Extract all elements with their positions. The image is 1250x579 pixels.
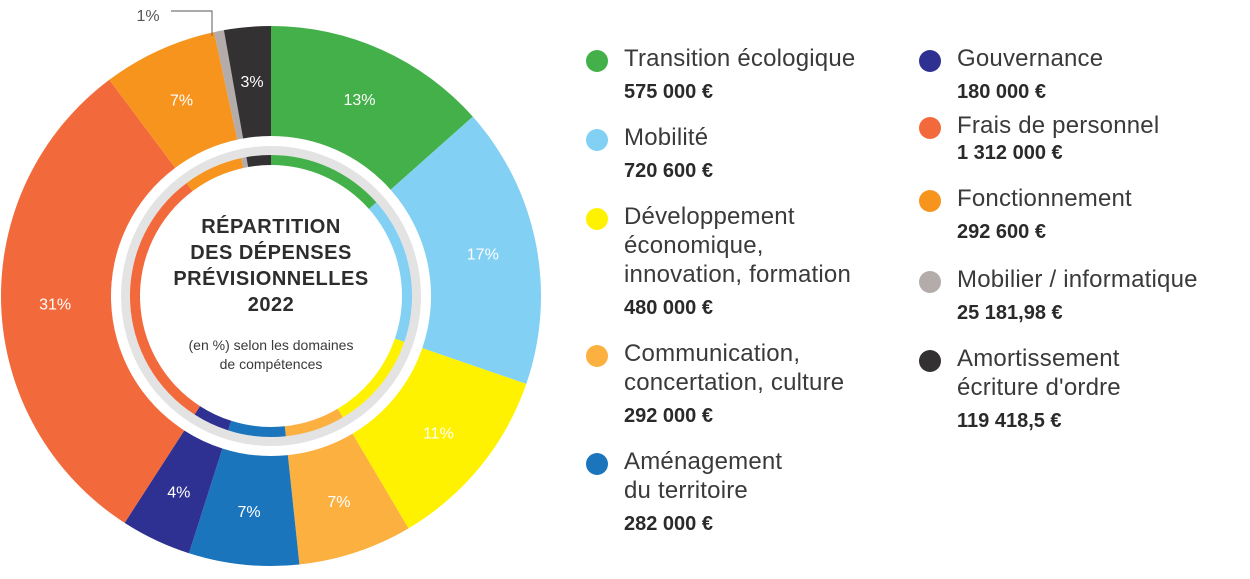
legend-swatch — [919, 350, 941, 372]
legend-item-mobilier-informatique: Mobilier / informatique 25 181,98 € — [919, 265, 1198, 326]
outer-ring — [1, 26, 541, 566]
legend-swatch — [586, 453, 608, 475]
slice-developpement-economique-innovation-formation — [352, 348, 527, 529]
legend-item-mobilite: Mobilité 720 600 € — [586, 123, 855, 184]
legend-swatch — [919, 117, 941, 139]
legend-label: Transition écologique — [624, 45, 856, 72]
legend-value: 180 000 € — [957, 81, 1046, 103]
inner-slice-gouvernance — [194, 406, 232, 431]
center-disc — [141, 166, 401, 426]
legend-swatch — [586, 345, 608, 367]
slice-amortissement-ecriture-d-ordre — [223, 26, 271, 139]
legend-item-communication-concertation-culture: Communication, concertation, culture 292 … — [586, 339, 855, 429]
legend-swatch — [919, 50, 941, 72]
pct-label-amortissement-ecriture-d-ordre: 3% — [241, 74, 264, 91]
legend-item-frais-de-personnel: Frais de personnel 1 312 000 € — [919, 111, 1198, 166]
legend-swatch — [586, 129, 608, 151]
slice-frais-de-personnel — [1, 79, 185, 523]
inner-slice-developpement-economique-innovation-formation — [337, 338, 405, 418]
inner-slice-amortissement-ecriture-d-ordre — [246, 155, 271, 168]
legend-value: 119 418,5 € — [957, 410, 1062, 432]
inner-ring — [130, 155, 412, 437]
grey-separator-ring — [121, 146, 421, 446]
legend-label: Communication, concertation, culture — [624, 340, 845, 396]
slice-fonctionnement — [109, 32, 238, 168]
donut-chart: 13% 17% 11% 7% 7% 4% 31% 7% 1% 3% — [1, 8, 541, 566]
pct-label-mobilite: 17% — [467, 247, 499, 264]
legend-label: Frais de personnel — [957, 112, 1160, 139]
legend-label: Mobilier / informatique — [957, 266, 1198, 293]
inner-slice-fonctionnement — [186, 158, 244, 192]
legend-swatch — [586, 50, 608, 72]
pct-label-fonctionnement: 7% — [170, 92, 193, 109]
legend-item-amortissement-ecriture-d-ordre: Amortissement écriture d'ordre 119 418,5 … — [919, 344, 1198, 434]
pct-label-frais-de-personnel: 31% — [39, 296, 71, 313]
legend-item-fonctionnement: Fonctionnement 292 600 € — [919, 184, 1198, 245]
inner-slice-transition-ecologique — [271, 155, 377, 209]
legend-swatch — [586, 208, 608, 230]
slice-mobilite — [390, 116, 541, 384]
chart-subtitle: (en %) selon les domaines de compétences — [188, 337, 354, 372]
slice-gouvernance — [124, 430, 223, 554]
slice-transition-ecologique — [271, 26, 473, 190]
legend-label: Développement économique, innovation, fo… — [624, 203, 851, 288]
pct-label-amenagement-du-territoire: 7% — [238, 504, 261, 521]
slice-mobilier-informatique — [214, 30, 244, 140]
legend-value: 720 600 € — [624, 160, 713, 182]
percent-labels: 13% 17% 11% 7% 7% 4% 31% 7% 1% 3% — [39, 8, 499, 521]
legend-item-developpement-economique-innovation-formation: Développement économique, innovation, fo… — [586, 202, 855, 321]
legend-label: Gouvernance — [957, 45, 1104, 72]
legend-value: 1 312 000 € — [957, 142, 1063, 164]
legend-swatch — [919, 271, 941, 293]
inner-slice-communication-concertation-culture — [284, 408, 343, 437]
pct-label-developpement-economique-innovation-formation: 11% — [423, 426, 454, 443]
slice-communication-concertation-culture — [287, 433, 409, 565]
pct-label-transition-ecologique: 13% — [343, 92, 375, 109]
legend-label: Mobilité — [624, 124, 709, 151]
legend-value: 575 000 € — [624, 81, 713, 103]
pct-label-mobilier-informatique: 1% — [136, 8, 159, 25]
pct-label-communication-concertation-culture: 7% — [327, 494, 350, 511]
inner-slice-mobilier-informatique — [241, 157, 249, 168]
legend-value: 292 600 € — [957, 221, 1046, 243]
inner-slice-mobilite — [368, 202, 412, 342]
legend-label: Amortissement écriture d'ordre — [957, 345, 1121, 401]
chart-title: RÉPARTITION DES DÉPENSES PRÉVISIONNELLES… — [173, 216, 369, 316]
legend-item-transition-ecologique: Transition écologique 575 000 € — [586, 44, 855, 105]
legend-column-1: Transition écologique 575 000 € Mobilité 72… — [586, 44, 855, 537]
legend-value: 480 000 € — [624, 297, 713, 319]
legend-column-2: Gouvernance 180 000 € Frais de personnel 1 … — [919, 44, 1198, 434]
legend-label: Fonctionnement — [957, 185, 1132, 212]
legend-value: 292 000 € — [624, 405, 713, 427]
inner-slice-amenagement-du-territoire — [228, 420, 286, 437]
pct-label-gouvernance: 4% — [167, 484, 190, 501]
legend-item-gouvernance: Gouvernance 180 000 € — [919, 44, 1198, 105]
legend-value: 25 181,98 € — [957, 302, 1063, 324]
legend-value: 282 000 € — [624, 513, 713, 535]
inner-slice-frais-de-personnel — [130, 183, 200, 415]
leader-line — [171, 10, 213, 36]
legend-item-amenagement-du-territoire: Aménagement du territoire 282 000 € — [586, 447, 855, 537]
legend-swatch — [919, 190, 941, 212]
slice-amenagement-du-territoire — [188, 448, 300, 566]
legend-label: Aménagement du territoire — [624, 448, 783, 504]
